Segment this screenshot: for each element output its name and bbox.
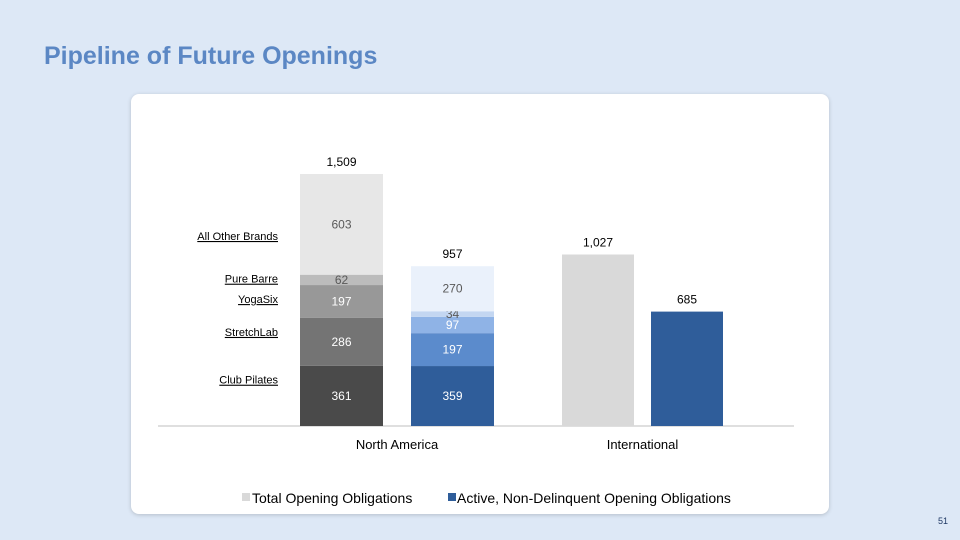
data-label-na-active-club-pilates: 359 <box>442 389 462 403</box>
data-label-na-active-all-other-brands: 270 <box>442 282 462 296</box>
bar-na-active-all-other-brands <box>411 266 494 312</box>
bar-na-total-yogasix <box>300 285 383 318</box>
total-label-na-active: 957 <box>442 247 462 261</box>
legend-label-active-non-delinquent: Active, Non-Delinquent Opening Obligatio… <box>457 490 731 506</box>
legend-label-total-opening-obligations: Total Opening Obligations <box>252 490 412 506</box>
brand-label-club-pilates: Club Pilates <box>219 375 278 387</box>
data-label-na-active-yogasix: 97 <box>446 318 460 332</box>
page-title: Pipeline of Future Openings <box>44 42 378 70</box>
bar-na-active-club-pilates <box>411 366 494 426</box>
data-label-na-total-all-other-brands: 603 <box>331 217 351 231</box>
legend-swatch-active-non-delinquent <box>448 493 456 501</box>
data-label-na-total-pure-barre: 62 <box>335 273 349 287</box>
category-label-international: International <box>607 437 679 452</box>
brand-label-pure-barre: Pure Barre <box>225 274 278 286</box>
data-label-na-total-club-pilates: 361 <box>331 389 351 403</box>
data-label-na-total-stretchlab: 286 <box>331 335 351 349</box>
page-number: 51 <box>937 516 948 526</box>
brand-label-yogasix: YogaSix <box>238 294 278 306</box>
bar-na-total-all-other-brands <box>300 174 383 275</box>
brand-label-all-other-brands: All Other Brands <box>197 231 278 243</box>
total-label-na-total: 1,509 <box>326 155 356 169</box>
category-label-north-america: North America <box>356 437 439 452</box>
data-label-na-active-stretchlab: 197 <box>442 343 462 357</box>
brand-label-stretchlab: StretchLab <box>225 327 278 339</box>
bar-na-total-pure-barre <box>300 274 383 286</box>
bar-intl-active <box>651 311 723 426</box>
bar-na-total-stretchlab <box>300 317 383 366</box>
bar-na-active-yogasix <box>411 316 494 334</box>
total-label-intl-total: 1,027 <box>583 235 613 249</box>
bar-na-total-club-pilates <box>300 365 383 426</box>
total-label-intl-active: 685 <box>677 293 697 307</box>
bar-na-active-pure-barre <box>411 311 494 317</box>
bar-intl-total <box>562 254 634 426</box>
legend-swatch-total-opening-obligations <box>242 493 250 501</box>
data-label-na-total-yogasix: 197 <box>331 295 351 309</box>
bar-na-active-stretchlab <box>411 333 494 367</box>
